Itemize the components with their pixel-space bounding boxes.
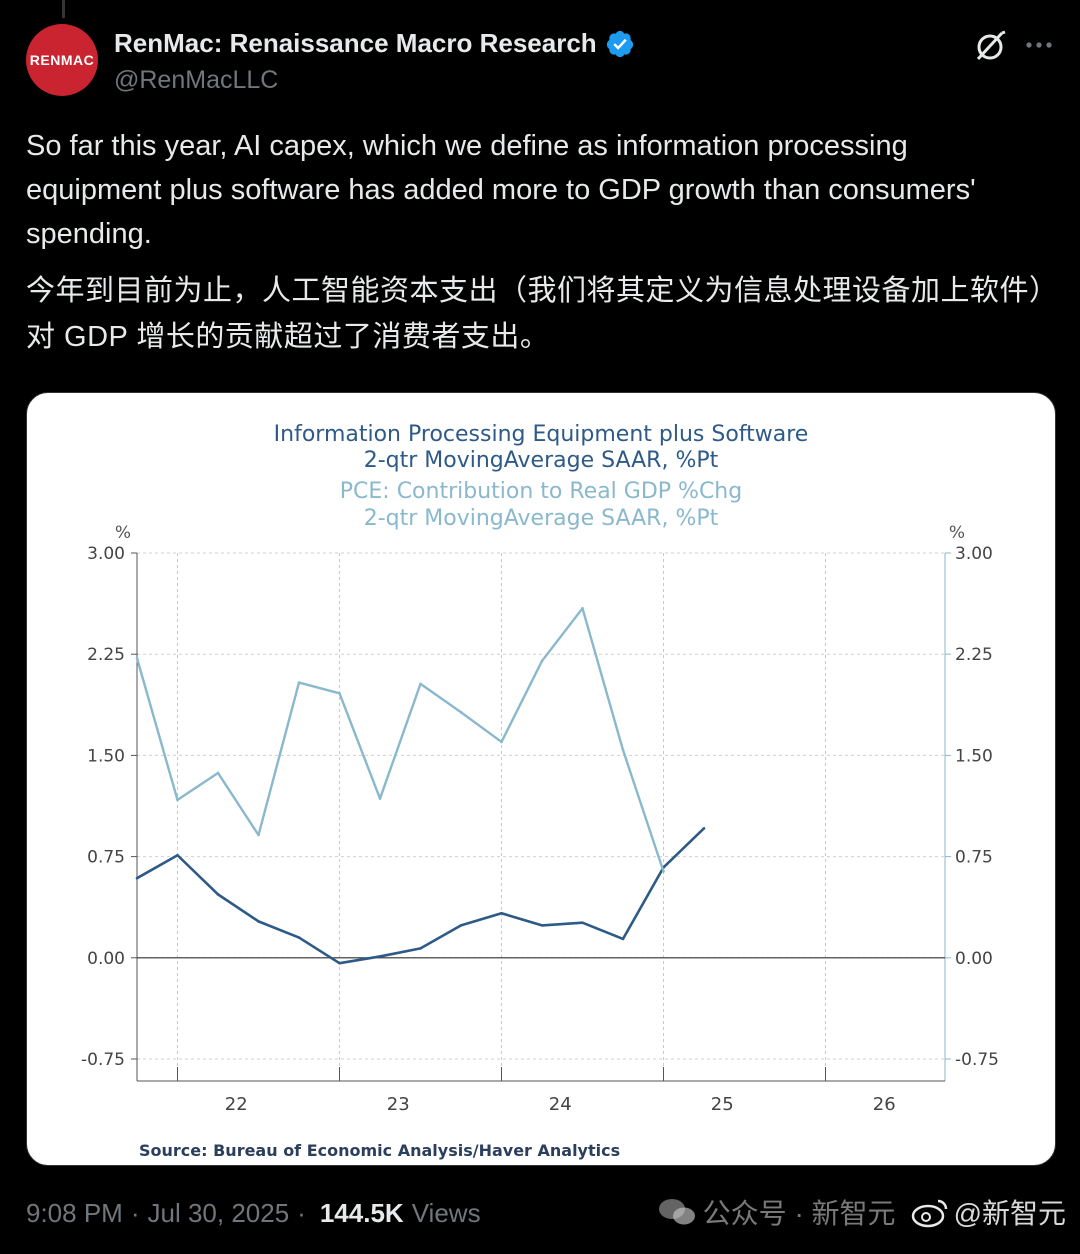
series-line-pce — [135, 607, 665, 872]
left-y-tick-label: 3.00 — [87, 544, 125, 564]
x-tick-label: 26 — [873, 1094, 896, 1115]
x-tick-label: 25 — [711, 1094, 734, 1115]
line-chart: Information Processing Equipment plus So… — [81, 422, 999, 1160]
data-point-pce — [135, 656, 139, 660]
data-point-info-processing — [176, 853, 179, 857]
data-point-info-processing — [581, 921, 584, 925]
chart-title-line: PCE: Contribution to Real GDP %Chg — [340, 479, 742, 504]
right-y-tick-label: 0.75 — [955, 848, 993, 868]
watermark: 公众号 · 新智元 @新智元 — [657, 1192, 1066, 1232]
left-y-tick-label: 2.25 — [87, 645, 125, 665]
views-label: Views — [411, 1198, 481, 1228]
x-tick-label: 22 — [225, 1094, 248, 1115]
data-point-info-processing — [338, 961, 341, 965]
data-point-pce — [540, 659, 544, 663]
right-y-tick-label: -0.75 — [955, 1050, 999, 1070]
more-options-icon[interactable] — [1024, 30, 1054, 60]
data-point-info-processing — [257, 920, 260, 923]
data-point-info-processing — [378, 955, 382, 958]
tweet-text-chinese: 今年到目前为止，人工智能资本支出（我们将其定义为信息处理设备加上软件）对 GDP… — [26, 275, 1045, 353]
data-point-info-processing — [297, 936, 301, 939]
chart-title-line: 2-qtr MovingAverage SAAR, %Pt — [364, 448, 719, 473]
right-y-tick-label: 3.00 — [955, 544, 993, 564]
grok-icon[interactable] — [972, 28, 1008, 64]
verified-badge-icon — [606, 30, 633, 57]
author-name-row[interactable]: RenMac: Renaissance Macro Research — [114, 28, 635, 59]
data-point-info-processing — [135, 876, 139, 880]
data-point-pce — [621, 748, 625, 752]
separator-dot: · — [130, 1198, 140, 1228]
series-line-info-processing — [136, 827, 705, 965]
avatar[interactable]: RENMAC — [26, 24, 98, 96]
wechat-icon — [658, 1199, 695, 1225]
left-axis-unit: % — [115, 523, 131, 543]
chart-source-note: Source: Bureau of Economic Analysis/Have… — [139, 1141, 620, 1160]
wechat-mp-watermark: 公众号 · 新智元 — [702, 1198, 896, 1229]
data-point-pce — [176, 798, 179, 802]
tweet-meta-footer: 9:08 PM · Jul 30, 2025 · 144.5K Views — [26, 1198, 481, 1229]
data-point-info-processing — [702, 826, 706, 830]
data-point-info-processing — [459, 924, 463, 927]
thread-connector-line — [62, 0, 65, 18]
data-point-pce — [419, 682, 422, 686]
separator-dot: · — [297, 1198, 306, 1228]
data-point-info-processing — [419, 947, 422, 950]
data-point-info-processing — [621, 937, 625, 941]
right-y-tick-label: 1.50 — [955, 746, 993, 766]
data-point-info-processing — [216, 893, 220, 896]
data-point-pce — [378, 797, 382, 800]
tweet-time[interactable]: 9:08 PM — [26, 1198, 123, 1228]
data-point-pce — [662, 870, 665, 873]
data-point-pce — [459, 710, 463, 714]
data-point-pce — [216, 771, 220, 775]
data-point-info-processing — [540, 924, 544, 927]
right-axis-unit: % — [949, 523, 965, 543]
left-y-tick-label: 1.50 — [87, 746, 125, 766]
weibo-icon — [911, 1199, 947, 1228]
x-tick-label: 24 — [549, 1094, 572, 1115]
avatar-logo-text: RENMAC — [29, 52, 95, 68]
data-point-pce — [500, 740, 503, 744]
data-point-pce — [297, 681, 301, 684]
right-y-tick-label: 2.25 — [955, 645, 993, 665]
weibo-watermark: @新智元 — [953, 1198, 1066, 1229]
chart-image-card[interactable]: Information Processing Equipment plus So… — [26, 392, 1056, 1166]
author-display-name[interactable]: RenMac: Renaissance Macro Research — [114, 28, 597, 58]
data-point-pce — [338, 692, 341, 695]
right-y-tick-label: 0.00 — [955, 949, 993, 969]
views-count: 144.5K — [319, 1198, 404, 1228]
x-tick-label: 23 — [387, 1094, 410, 1115]
tweet-date[interactable]: Jul 30, 2025 — [147, 1198, 290, 1228]
tweet-text-english: So far this year, AI capex, which we def… — [26, 130, 976, 250]
left-y-tick-label: 0.00 — [87, 949, 125, 969]
author-handle[interactable]: @RenMacLLC — [114, 66, 279, 94]
left-y-tick-label: 0.75 — [87, 848, 125, 868]
chart-title-line: 2-qtr MovingAverage SAAR, %Pt — [364, 506, 719, 531]
left-y-tick-label: -0.75 — [81, 1050, 125, 1070]
data-point-pce — [257, 833, 260, 837]
data-point-info-processing — [500, 911, 503, 915]
chart-title-line: Information Processing Equipment plus So… — [274, 422, 809, 447]
data-point-pce — [581, 607, 584, 610]
